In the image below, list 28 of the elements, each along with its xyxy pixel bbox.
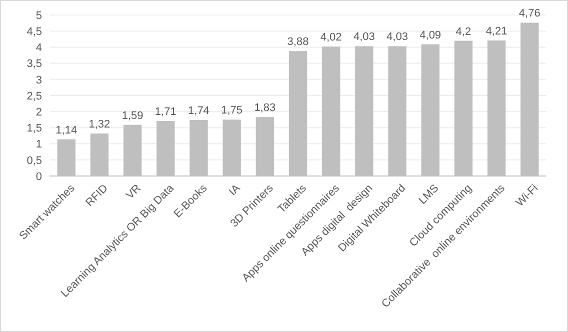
data-label: 1,75 [221,104,243,117]
data-label: 4,21 [486,25,508,38]
x-tick-label: IA [226,182,244,198]
data-label: 3,88 [287,36,309,48]
data-label: 4,03 [353,31,375,44]
y-tick-label: 4 [36,42,42,54]
y-tick-label: 0 [36,170,42,183]
y-tick-label: 0,5 [26,154,42,167]
data-label: 4,02 [320,32,342,44]
x-tick-label: VR [124,182,144,202]
data-label: 1,71 [154,106,176,118]
data-label: 1,14 [56,124,78,136]
data-label: 1,59 [122,110,144,122]
data-label: 4,09 [420,29,442,42]
y-tick-label: 1 [36,138,42,151]
y-tick-label: 3,5 [26,58,42,70]
y-tick-label: 5 [36,10,42,22]
data-label: 1,83 [254,102,276,114]
y-tick-label: 2 [36,106,42,118]
y-tick-label: 4,5 [26,26,42,38]
y-tick-label: 3 [36,74,42,86]
data-label: 1,32 [88,118,110,130]
data-label: 4,2 [456,26,472,38]
y-tick-label: 1,5 [26,122,42,135]
y-tick-label: 2,5 [26,90,42,102]
data-label: 1,74 [188,104,210,117]
data-label: 4,76 [518,8,540,20]
data-label: 4,03 [386,31,408,44]
